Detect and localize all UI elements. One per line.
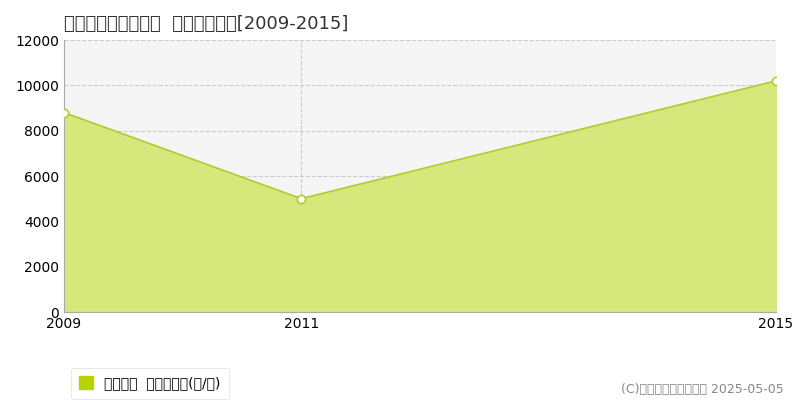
Point [770,78,782,84]
Text: (C)土地価格ドットコム 2025-05-05: (C)土地価格ドットコム 2025-05-05 [622,383,784,396]
Text: 度会郡南伊勢町河内  農地価格推移[2009-2015]: 度会郡南伊勢町河内 農地価格推移[2009-2015] [64,15,348,33]
Point [58,109,70,116]
Point [295,196,308,202]
Legend: 農地価格  平均坪単価(円/坪): 農地価格 平均坪単価(円/坪) [71,368,229,398]
